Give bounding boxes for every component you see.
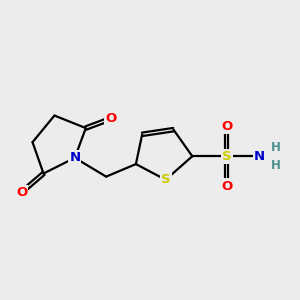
Text: S: S (222, 150, 232, 163)
Text: O: O (221, 179, 232, 193)
Text: O: O (16, 186, 27, 199)
Text: O: O (105, 112, 116, 125)
Text: S: S (161, 173, 170, 186)
Text: N: N (254, 150, 265, 163)
Text: N: N (69, 151, 80, 164)
Text: O: O (221, 120, 232, 133)
Text: H: H (271, 141, 281, 154)
Text: H: H (271, 158, 281, 172)
